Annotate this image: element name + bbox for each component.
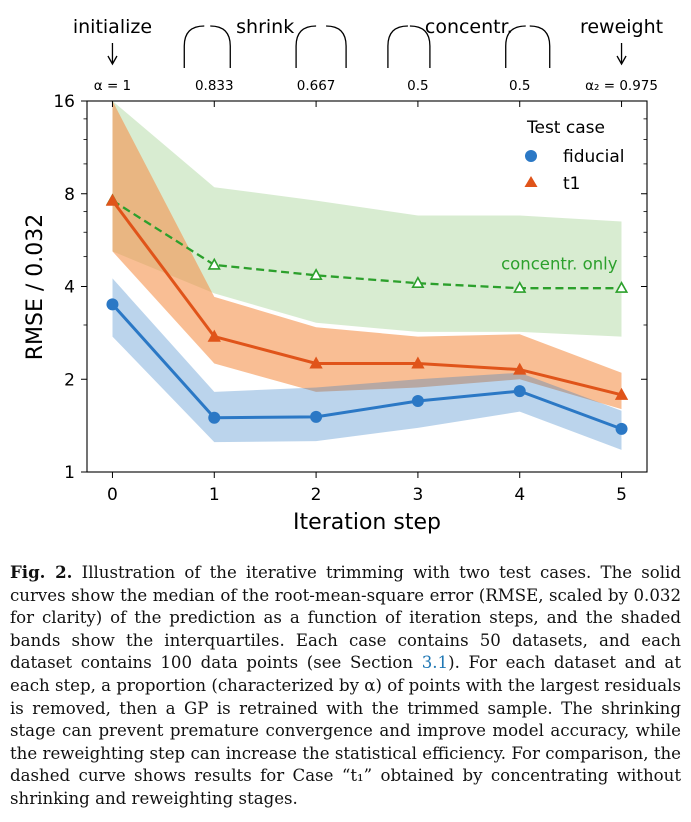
top-tick-label: 0.833 bbox=[195, 78, 234, 94]
caption-text-2: ). For each dataset and at each step, a … bbox=[10, 653, 681, 808]
top-tick-label: α₂ = 0.975 bbox=[585, 78, 658, 94]
data-point-concentr-only bbox=[411, 276, 425, 289]
data-point-t1 bbox=[513, 362, 527, 375]
legend-label-fiducial: fiducial bbox=[563, 147, 624, 167]
data-point-fiducial bbox=[615, 422, 628, 435]
data-point-concentr-only bbox=[513, 281, 527, 293]
x-tick-label: 3 bbox=[412, 485, 423, 505]
caption-label: Fig. 2. bbox=[10, 562, 73, 582]
stage-label-shrink: shrink bbox=[236, 16, 294, 38]
concentr-bracket-left bbox=[387, 25, 431, 68]
data-point-t1 bbox=[614, 387, 629, 400]
data-point-fiducial bbox=[513, 385, 526, 398]
legend-title: Test case bbox=[526, 118, 605, 138]
x-axis-label: Iteration step bbox=[293, 510, 441, 535]
caption-text-1: Illustration of the iterative trimming w… bbox=[10, 563, 681, 673]
figure-caption: Fig. 2. Illustration of the iterative tr… bbox=[10, 561, 681, 811]
section-link[interactable]: 3.1 bbox=[421, 653, 449, 673]
data-point-t1 bbox=[411, 356, 425, 369]
concentr-only-annotation: concentr. only bbox=[501, 254, 618, 273]
y-tick-label: 8 bbox=[64, 185, 75, 205]
data-point-fiducial bbox=[106, 298, 119, 311]
legend-marker-t1 bbox=[524, 176, 538, 187]
chart: 0 α = 1 1 0.833 2 0.667 3 0.5 4 0.5 5 α₂ = 0.975 1 2 4… bbox=[23, 16, 663, 535]
y-tick-label: 16 bbox=[53, 92, 75, 112]
shrink-bracket-right bbox=[295, 25, 347, 68]
x-tick-label: 2 bbox=[311, 485, 322, 505]
data-point-concentr-only bbox=[207, 257, 221, 270]
y-axis-label: RMSE / 0.032 bbox=[23, 214, 48, 361]
top-tick-label: α = 1 bbox=[94, 78, 131, 94]
y-tick-label: 1 bbox=[64, 463, 75, 483]
x-tick-label: 1 bbox=[209, 485, 220, 505]
band-t1 bbox=[112, 101, 622, 410]
data-point-fiducial bbox=[208, 411, 221, 424]
shrink-bracket-left bbox=[183, 25, 231, 68]
x-tick-label: 4 bbox=[514, 485, 525, 505]
stage-arrow-head bbox=[616, 55, 627, 66]
series-line-t1 bbox=[111, 199, 622, 397]
concentr-bracket-right bbox=[505, 25, 551, 68]
data-point-fiducial bbox=[411, 394, 424, 407]
top-tick-label: 0.667 bbox=[297, 78, 336, 94]
data-point-t1 bbox=[309, 356, 323, 369]
data-point-t1 bbox=[207, 329, 221, 342]
stage-label-reweight: reweight bbox=[580, 16, 663, 38]
stage-arrow-head bbox=[107, 55, 118, 66]
top-tick-label: 0.5 bbox=[509, 78, 530, 94]
y-tick-label: 4 bbox=[64, 278, 75, 298]
stage-label-initialize: initialize bbox=[73, 16, 152, 38]
stage-label-concentrate: concentr. bbox=[425, 16, 513, 38]
legend-marker-fiducial bbox=[525, 150, 537, 162]
band-concentr-only bbox=[112, 101, 622, 337]
x-tick-label: 5 bbox=[616, 485, 627, 505]
series-line-fiducial bbox=[111, 303, 623, 431]
data-point-t1 bbox=[105, 193, 120, 206]
band-fiducial bbox=[112, 278, 622, 450]
data-point-concentr-only bbox=[614, 281, 629, 293]
data-point-concentr-only bbox=[309, 268, 323, 281]
top-tick-label: 0.5 bbox=[407, 78, 428, 94]
series-line-concentr-only bbox=[111, 199, 622, 290]
legend-label-t1: t1 bbox=[563, 174, 580, 194]
y-tick-label: 2 bbox=[64, 370, 75, 390]
data-point-fiducial bbox=[310, 410, 323, 423]
x-tick-label: 0 bbox=[107, 485, 118, 505]
